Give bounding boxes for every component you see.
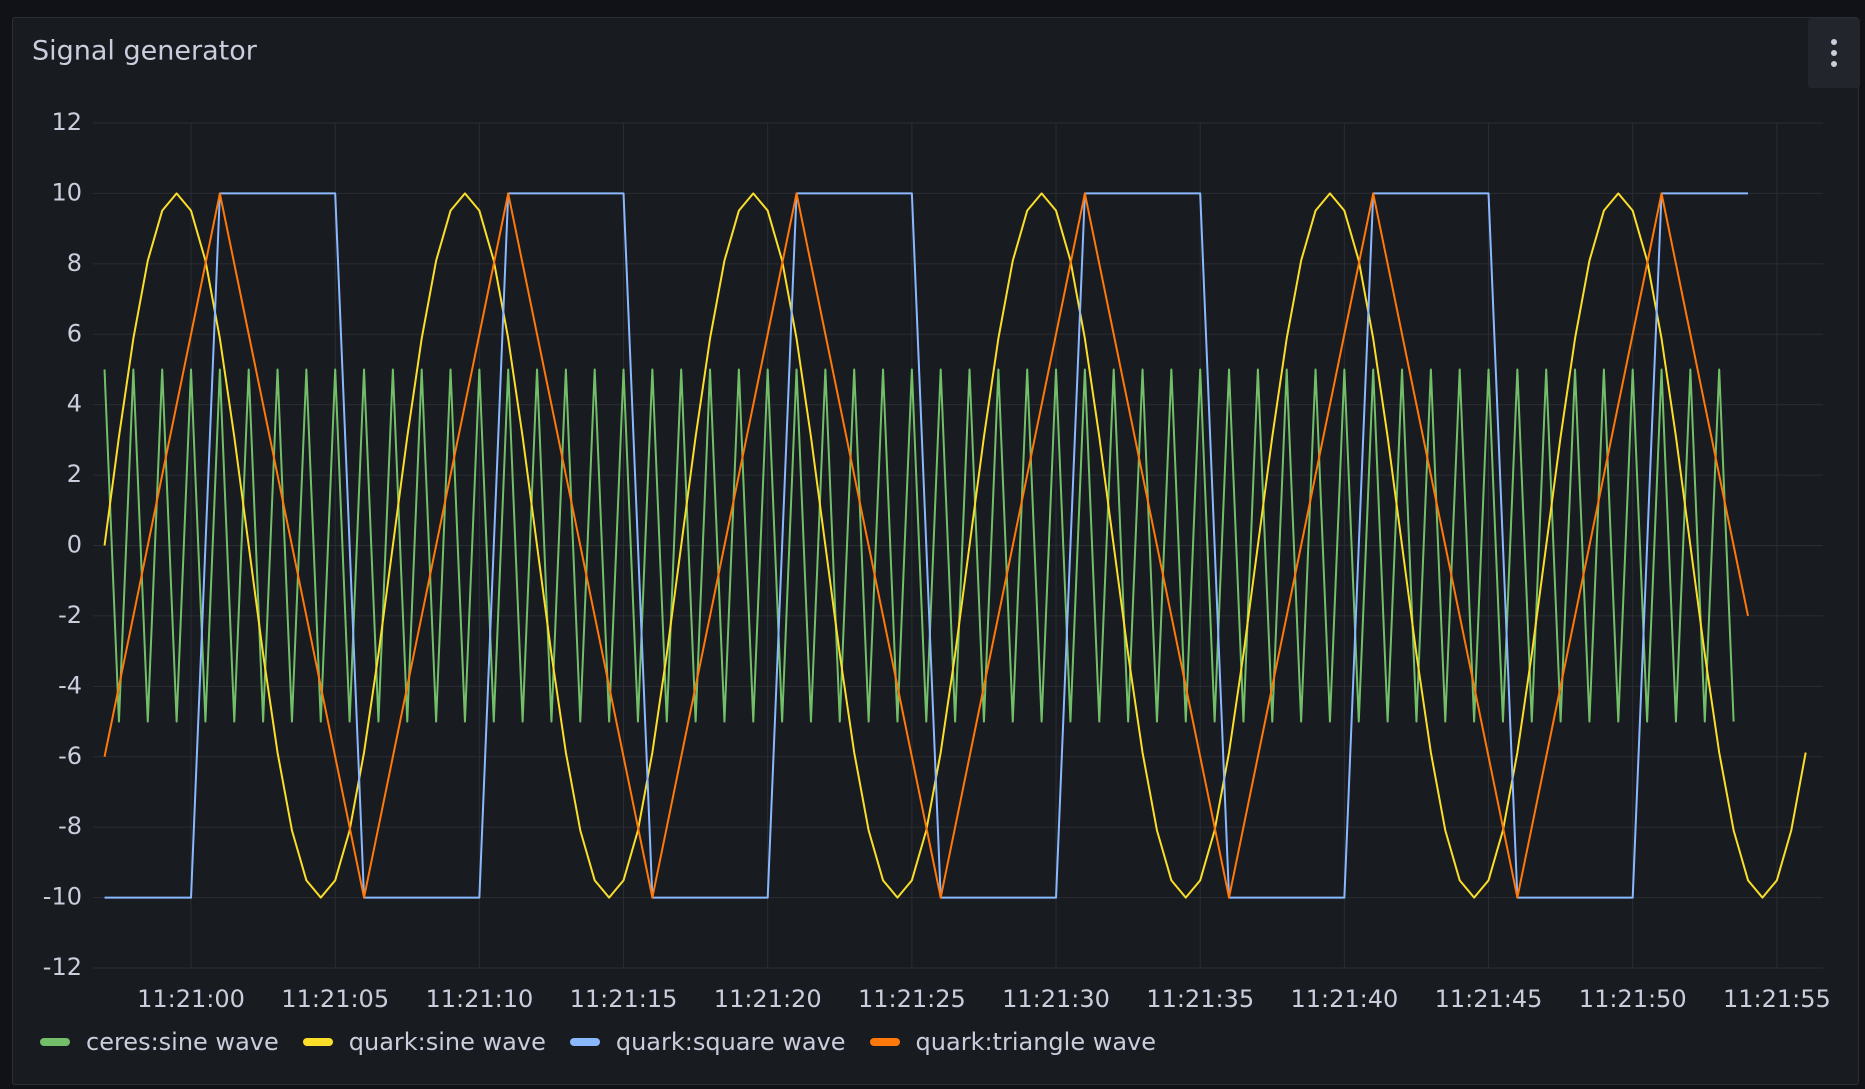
legend-item[interactable]: quark:sine wave: [302, 1028, 546, 1056]
legend-item[interactable]: quark:triangle wave: [869, 1028, 1157, 1056]
y-tick-label: 10: [51, 178, 82, 206]
legend-label: ceres:sine wave: [86, 1028, 279, 1056]
legend-label: quark:square wave: [615, 1028, 846, 1056]
y-tick-label: 12: [51, 108, 82, 136]
y-tick-label: 0: [67, 531, 82, 559]
x-tick-label: 11:21:35: [1146, 985, 1254, 1013]
x-tick-label: 11:21:00: [137, 985, 245, 1013]
panel: [12, 17, 1859, 1085]
series-line: [103, 192, 1807, 899]
legend-item[interactable]: quark:square wave: [569, 1028, 846, 1056]
series-line: [103, 192, 1750, 899]
y-tick-label: 6: [67, 319, 82, 347]
legend-swatch: [869, 1038, 900, 1046]
x-tick-label: 11:21:15: [570, 985, 678, 1013]
y-tick-label: -10: [43, 883, 82, 911]
series-line: [103, 368, 1735, 723]
x-tick-label: 11:21:20: [714, 985, 822, 1013]
y-tick-label: -8: [58, 812, 82, 840]
x-tick-label: 11:21:40: [1290, 985, 1398, 1013]
legend-item[interactable]: ceres:sine wave: [40, 1028, 279, 1056]
panel-menu[interactable]: [1808, 18, 1860, 88]
legend-label: quark:triangle wave: [915, 1028, 1157, 1056]
x-tick-label: 11:21:50: [1579, 985, 1687, 1013]
y-tick-label: 8: [67, 249, 82, 277]
x-tick-label: 11:21:10: [425, 985, 533, 1013]
legend-swatch: [569, 1038, 600, 1046]
y-tick-label: -4: [58, 671, 82, 699]
x-tick-label: 11:21:45: [1435, 985, 1543, 1013]
legend-label: quark:sine wave: [348, 1028, 546, 1056]
legend: ceres:sine wave quark:sine wave quark:squa…: [40, 1028, 1156, 1056]
x-tick-label: 11:21:30: [1002, 985, 1110, 1013]
y-tick-label: -12: [43, 953, 82, 981]
y-tick-label: 2: [67, 460, 82, 488]
y-tick-label: -6: [58, 742, 82, 770]
y-tick-label: -2: [58, 601, 82, 629]
legend-swatch: [302, 1038, 333, 1046]
chart-title: Signal generator: [32, 36, 258, 67]
x-tick-label: 11:21:05: [281, 985, 389, 1013]
series-line: [104, 192, 1749, 899]
y-tick-label: 4: [67, 390, 82, 418]
x-tick-label: 11:21:25: [858, 985, 966, 1013]
x-tick-label: 11:21:55: [1723, 985, 1831, 1013]
legend-swatch: [40, 1038, 70, 1046]
